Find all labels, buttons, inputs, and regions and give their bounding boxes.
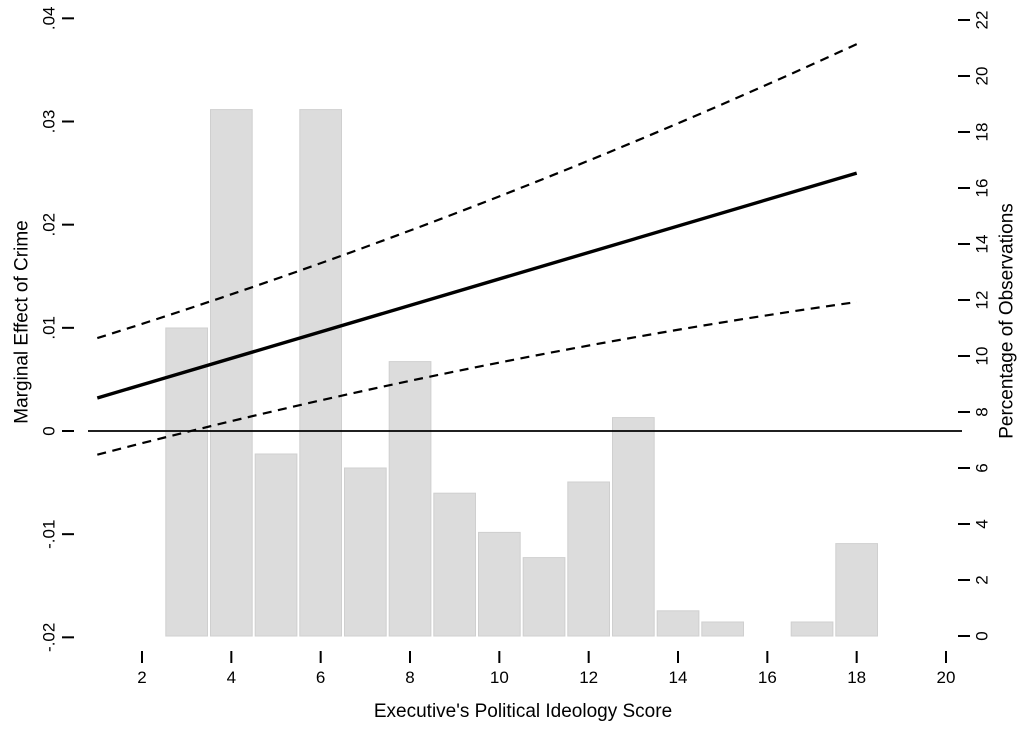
x-axis-tick-label: 2 — [137, 668, 146, 687]
right-axis-tick-label: 16 — [973, 179, 992, 198]
x-axis-tick-label: 6 — [316, 668, 325, 687]
right-axis-tick-label: 8 — [973, 407, 992, 416]
histogram-bar — [522, 557, 566, 637]
histogram-bar — [165, 327, 209, 637]
left-axis-tick-label: -.02 — [40, 623, 59, 652]
x-axis-tick-label: 20 — [937, 668, 956, 687]
histogram-bar — [433, 492, 476, 637]
left-axis-tick-label: .04 — [40, 6, 59, 30]
right-axis-tick-label: 6 — [973, 463, 992, 472]
x-axis-title: Executive's Political Ideology Score — [374, 701, 672, 722]
left-axis-tick-label: .03 — [39, 110, 58, 134]
histogram-bar — [835, 543, 878, 637]
x-axis-tick-label: 8 — [405, 668, 414, 687]
right-axis-tick-label: 0 — [973, 631, 992, 640]
histogram-bar — [344, 467, 387, 637]
histogram-bar — [567, 481, 610, 637]
right-axis-title: Percentage of Observations — [997, 203, 1018, 439]
right-axis-tick-label: 14 — [973, 235, 992, 254]
right-axis-tick-label: 10 — [973, 347, 992, 366]
right-axis-tick-label: 4 — [973, 519, 992, 528]
histogram-bar — [388, 361, 432, 637]
right-axis-tick-label: 18 — [973, 123, 992, 142]
histogram-bar — [790, 621, 834, 637]
right-axis-tick-label: 20 — [973, 67, 992, 86]
right-axis-tick-label: 2 — [973, 575, 992, 584]
left-axis-tick-label: .02 — [39, 213, 58, 237]
histogram-bar — [612, 417, 655, 637]
right-axis-tick-label: 12 — [973, 291, 992, 310]
ci-upper-line — [96, 43, 858, 340]
left-axis-tick-label: 0 — [40, 426, 59, 435]
histogram-bar — [254, 453, 298, 637]
marginal-effect-line — [96, 171, 858, 400]
histogram-bar — [478, 531, 521, 637]
ci-lower-line — [97, 300, 857, 456]
histogram-bar — [656, 610, 700, 637]
x-axis-tick-label: 12 — [579, 668, 598, 687]
histogram-bar — [299, 109, 342, 637]
histogram-bar — [701, 621, 744, 637]
x-axis-tick-label: 4 — [227, 668, 236, 687]
x-axis-tick-label: 18 — [847, 668, 866, 687]
right-axis-tick-label: 22 — [973, 11, 992, 30]
x-axis-tick-label: 14 — [669, 668, 688, 687]
left-axis-tick-label: .01 — [40, 316, 59, 340]
x-axis-tick-label: 10 — [490, 668, 509, 687]
histogram-bar — [210, 109, 253, 637]
left-axis-title: Marginal Effect of Crime — [12, 220, 33, 423]
x-axis-tick-label: 16 — [758, 668, 777, 687]
left-axis-tick-label: -.01 — [39, 520, 58, 549]
